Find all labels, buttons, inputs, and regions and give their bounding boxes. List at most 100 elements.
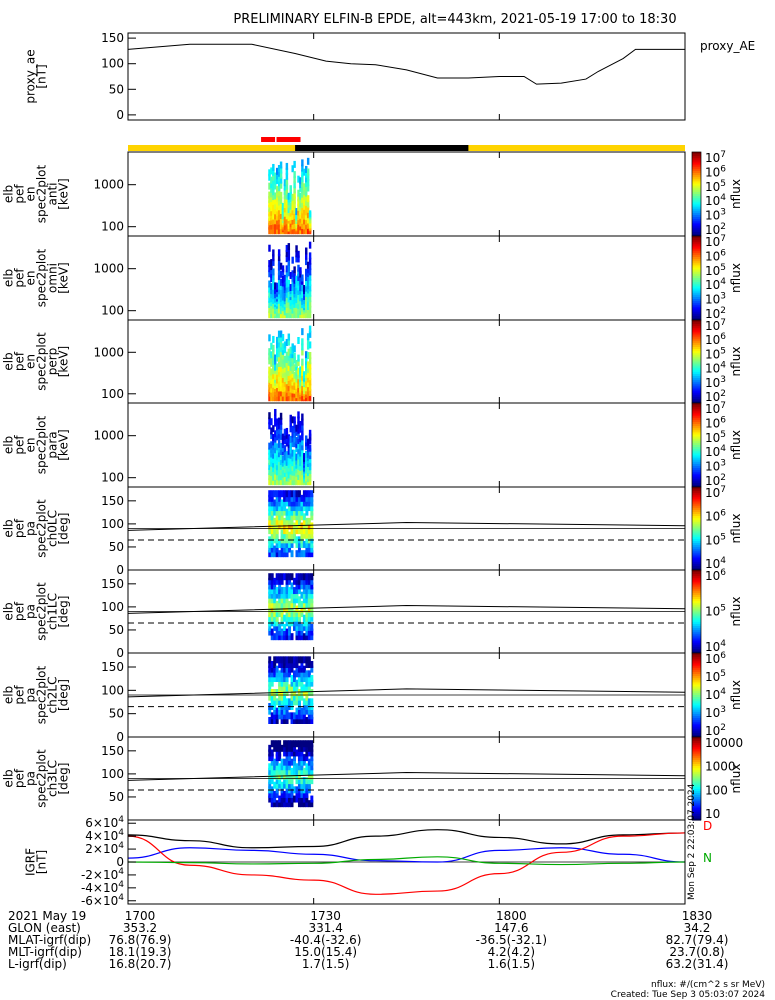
en_spec_perp-cell (281, 371, 285, 379)
pa_spec_ch1LC-cell (295, 633, 299, 641)
en_spec_omni-cell (295, 285, 298, 293)
en_spec_omni-cell (295, 255, 298, 263)
en_spec_perp-cell (289, 394, 292, 402)
en_spec_perp-cell (301, 328, 304, 336)
pa_spec_ch0LC-colorbar-segment (692, 538, 701, 542)
en_spec_anti-cell (270, 195, 273, 203)
pa_spec_ch3LC-cell (302, 795, 306, 803)
en_spec_anti-cell (281, 202, 285, 210)
pa_spec_ch2LC-cell (293, 684, 296, 692)
pa_spec_ch3LC-cell (280, 800, 284, 808)
pa_spec_ch0LC-cell (288, 508, 292, 516)
pa_spec_ch1LC-cell (268, 573, 272, 581)
en_spec_perp-cell (283, 389, 287, 397)
en_spec_para-cell (279, 412, 283, 420)
en_spec_para-cell (289, 467, 292, 475)
pa_spec_ch3LC-cell (275, 744, 279, 752)
en_spec_perp-cell (293, 379, 296, 387)
en_spec_anti-cell (275, 227, 279, 235)
en_spec_para-cell (270, 418, 273, 426)
pa_spec_ch0LC-colorbar-segment (692, 489, 701, 492)
pa_spec_ch0LC-colorbar-segment (692, 503, 701, 507)
pa_spec_ch2LC-cell (270, 670, 274, 678)
en_spec_para-cell (268, 462, 271, 470)
pa_spec_ch1LC-cell (307, 605, 311, 613)
en_spec_perp-cell (306, 361, 310, 369)
en_spec_anti-cell (270, 185, 273, 193)
en_spec_para-cell (277, 440, 281, 448)
pa_spec_ch0LC-colorbar-tick: 106 (705, 509, 726, 524)
pa_spec_ch1LC-cell (268, 623, 272, 631)
pa_spec_ch0LC-losscone (127, 522, 686, 531)
en_spec_anti-cell (283, 222, 287, 230)
en_spec_anti-cell (299, 204, 302, 212)
pa_spec_ch3LC-cell (283, 763, 287, 771)
en_spec_perp-colorbar-segment (692, 336, 701, 340)
en_spec_omni-cell (285, 275, 289, 283)
pa_spec_ch0LC-cell (285, 527, 289, 535)
pa_spec_ch2LC-cell (297, 707, 301, 715)
en_spec_para-cell (268, 478, 271, 486)
pa_spec_ch1LC-cell (285, 619, 289, 627)
en_spec_perp-colorbar-tick: 103 (705, 375, 726, 390)
en_spec_para-cell (305, 435, 308, 443)
en_spec_omni-cell (268, 260, 271, 268)
pa_spec_ch1LC-cell (285, 628, 289, 636)
en_spec_omni-cell (272, 277, 275, 285)
pa_spec_ch3LC-colorbar-segment (692, 788, 701, 792)
en_spec_perp-cell (268, 371, 271, 379)
pa_spec_ch1LC-colorbar-segment (692, 609, 701, 613)
pa_spec_ch3LC-colorbar-label: nflux (729, 764, 743, 794)
pa_spec_ch2LC-colorbar-segment (692, 703, 701, 707)
pa_spec_ch2LC-colorbar-tick: 106 (705, 651, 726, 666)
en_spec_omni-cell (305, 300, 308, 308)
pa_spec_ch2LC-ylabel: ch2LC (46, 677, 60, 714)
pa_spec_ch2LC-cell (285, 661, 289, 668)
en_spec_anti-cell (275, 218, 279, 226)
en_spec_anti-cell (270, 190, 273, 198)
en_spec_anti-cell (272, 178, 275, 186)
en_spec_para-colorbar-segment (692, 413, 701, 417)
pa_spec_ch0LC-cell (273, 527, 277, 535)
pa_spec_ch3LC-cell (297, 744, 301, 752)
pa_spec_ch3LC-cell (305, 763, 309, 771)
pa_spec_ch3LC-cell (293, 767, 296, 775)
pa_spec_ch3LC-cell (285, 795, 289, 803)
pa_spec_ch2LC-cell (295, 693, 299, 701)
en_spec_perp-cell (291, 351, 294, 359)
pa_spec_ch0LC-colorbar-segment (692, 553, 701, 557)
en_spec_perp-colorbar-segment (692, 326, 701, 329)
pa_spec_ch1LC-colorbar-segment (692, 580, 701, 584)
pa_spec_ch0LC-ylabel: pef (13, 518, 27, 538)
en_spec_anti-frame (127, 151, 686, 237)
en_spec_anti-cell (305, 222, 308, 230)
en_spec_perp-colorbar-segment (692, 367, 701, 371)
pa_spec_ch1LC-cell (300, 610, 304, 618)
pa_spec_ch0LC-cell (310, 531, 314, 539)
en_spec_omni-cell (287, 305, 291, 313)
pa_spec_ch3LC-cell (280, 758, 284, 766)
en_spec_para-cell (305, 466, 308, 474)
en_spec_para-colorbar-segment (692, 419, 701, 423)
footer-created: Created: Tue Sep 3 05:03:07 2024 (611, 990, 766, 1000)
pa_spec_ch0LC-colorbar-segment (692, 549, 701, 552)
pa_spec_ch3LC-cell (285, 781, 289, 789)
en_spec_anti-colorbar-segment (692, 196, 701, 199)
pa_spec_ch1LC-cell (270, 633, 274, 641)
pa_spec_ch2LC-cell (275, 656, 279, 664)
pa_spec_ch0LC-colorbar-segment (692, 501, 701, 505)
pa_spec_ch1LC-colorbar-segment (692, 574, 701, 577)
pa_spec_ch3LC-cell (285, 749, 289, 757)
pa_spec_ch1LC-cell (278, 582, 282, 590)
en_spec_omni-cell (291, 302, 294, 310)
pa_spec_ch0LC-cell (285, 494, 289, 502)
en_spec_anti-cell (301, 221, 304, 229)
en_spec_anti-cell (301, 201, 304, 209)
pa_spec_ch1LC-cell (268, 628, 272, 636)
en_spec_para-cell (275, 448, 279, 456)
en_spec_omni-colorbar-segment (692, 299, 701, 302)
pa_spec_ch0LC-colorbar-segment (692, 513, 701, 517)
en_spec_anti-cell (285, 172, 289, 180)
en_spec_omni-cell (277, 306, 281, 314)
en_spec_para-cell (299, 473, 302, 481)
